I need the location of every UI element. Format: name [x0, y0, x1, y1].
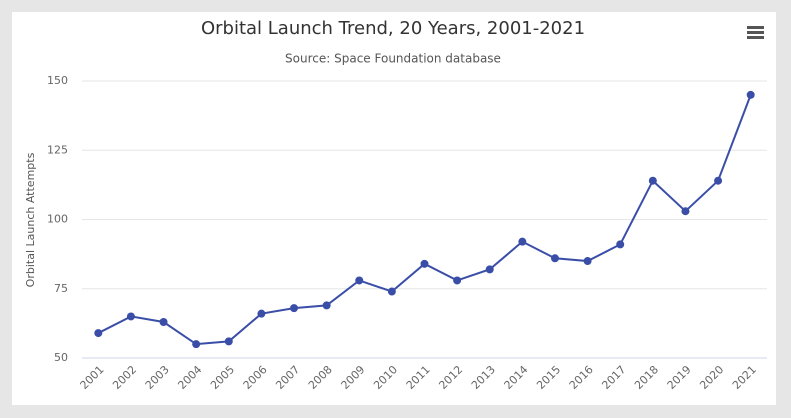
y-tick-label: 50: [54, 351, 68, 364]
data-point: [322, 301, 331, 310]
menu-bar[interactable]: [747, 26, 764, 29]
chart-panel: [12, 12, 776, 405]
data-point: [420, 259, 429, 268]
y-tick-label: 75: [54, 282, 68, 295]
data-point: [290, 304, 299, 313]
data-point: [746, 90, 755, 99]
chart-title: Orbital Launch Trend, 20 Years, 2001-202…: [201, 18, 585, 39]
menu-bar[interactable]: [747, 31, 764, 34]
data-point: [453, 276, 462, 285]
y-tick-label: 150: [47, 74, 68, 87]
data-point: [518, 237, 527, 246]
menu-button[interactable]: [747, 26, 764, 39]
y-tick-label: 100: [47, 213, 68, 226]
data-point: [616, 240, 625, 249]
data-point: [387, 287, 396, 296]
data-point: [94, 329, 103, 338]
data-point: [485, 265, 494, 274]
menu-bar[interactable]: [747, 36, 764, 39]
data-point: [714, 176, 723, 185]
data-point: [257, 309, 266, 318]
data-point: [355, 276, 364, 285]
data-point: [192, 340, 201, 349]
data-point: [159, 317, 168, 326]
data-point: [126, 312, 135, 321]
y-tick-label: 125: [47, 143, 68, 156]
data-point: [550, 254, 559, 263]
data-point: [681, 207, 690, 216]
y-axis-title: Orbital Launch Attempts: [24, 152, 37, 287]
chart-subtitle: Source: Space Foundation database: [285, 52, 501, 66]
data-point: [648, 176, 657, 185]
data-point: [583, 257, 592, 266]
data-point: [224, 337, 233, 346]
